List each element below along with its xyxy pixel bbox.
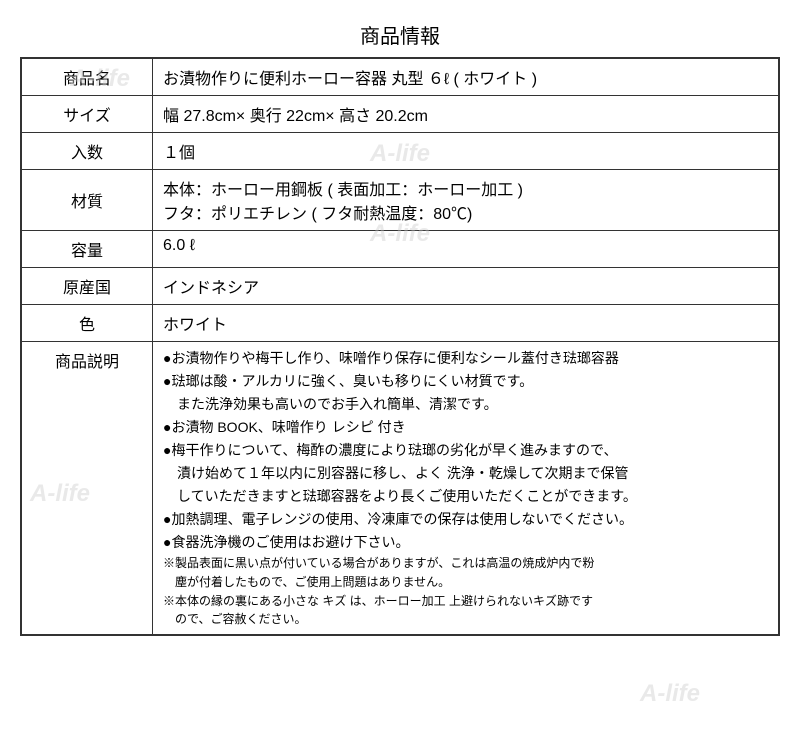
label-name: 商品名 (21, 58, 153, 96)
watermark: A-life (640, 680, 700, 708)
label-color: 色 (21, 305, 153, 342)
desc-bullet: ●お漬物作りや梅干し作り、味噌作り保存に便利なシール蓋付き琺瑯容器 (163, 348, 768, 369)
table-row: 材質 本体：ホーロー用鋼板 ( 表面加工：ホーロー加工 ) フタ：ポリエチレン … (21, 170, 779, 231)
label-description: 商品説明 (21, 342, 153, 636)
value-capacity: 6.0 ℓ (153, 231, 780, 268)
label-material: 材質 (21, 170, 153, 231)
table-row: 入数 １個 (21, 133, 779, 170)
desc-note: 塵が付着したもので、ご使用上問題はありません。 (163, 574, 768, 591)
desc-note: ※本体の縁の裏にある小さな キズ は、ホーロー加工 上避けられないキズ跡です (163, 593, 768, 610)
label-capacity: 容量 (21, 231, 153, 268)
material-line2: フタ：ポリエチレン ( フタ耐熱温度：80℃) (163, 200, 768, 224)
value-color: ホワイト (153, 305, 780, 342)
desc-note: ※製品表面に黒い点が付いている場合がありますが、これは高温の焼成炉内で粉 (163, 555, 768, 572)
table-row: 商品名 お漬物作りに便利ホーロー容器 丸型 ６ℓ ( ホワイト ) (21, 58, 779, 96)
desc-bullet: していただきますと琺瑯容器をより長くご使用いただくことができます。 (163, 486, 768, 507)
product-info-table: 商品名 お漬物作りに便利ホーロー容器 丸型 ６ℓ ( ホワイト ) サイズ 幅 … (20, 57, 780, 636)
table-row: サイズ 幅 27.8cm× 奥行 22cm× 高さ 20.2cm (21, 96, 779, 133)
desc-bullet: ●琺瑯は酸・アルカリに強く、臭いも移りにくい材質です。 (163, 371, 768, 392)
value-size: 幅 27.8cm× 奥行 22cm× 高さ 20.2cm (153, 96, 780, 133)
material-line1: 本体：ホーロー用鋼板 ( 表面加工：ホーロー加工 ) (163, 176, 768, 200)
desc-bullet: ●お漬物 BOOK、味噌作り レシピ 付き (163, 417, 768, 438)
table-row: 容量 6.0 ℓ (21, 231, 779, 268)
label-origin: 原産国 (21, 268, 153, 305)
label-quantity: 入数 (21, 133, 153, 170)
page-title: 商品情報 (20, 20, 780, 49)
desc-bullet: ●食器洗浄機のご使用はお避け下さい。 (163, 532, 768, 553)
desc-note: ので、ご容赦ください。 (163, 611, 768, 628)
value-material: 本体：ホーロー用鋼板 ( 表面加工：ホーロー加工 ) フタ：ポリエチレン ( フ… (153, 170, 780, 231)
desc-bullet: ●梅干作りについて、梅酢の濃度により琺瑯の劣化が早く進みますので、 (163, 440, 768, 461)
desc-bullet: また洗浄効果も高いのでお手入れ簡単、清潔です。 (163, 394, 768, 415)
value-name: お漬物作りに便利ホーロー容器 丸型 ６ℓ ( ホワイト ) (153, 58, 780, 96)
value-description: ●お漬物作りや梅干し作り、味噌作り保存に便利なシール蓋付き琺瑯容器 ●琺瑯は酸・… (153, 342, 780, 636)
value-quantity: １個 (153, 133, 780, 170)
value-origin: インドネシア (153, 268, 780, 305)
desc-bullet: 漬け始めて１年以内に別容器に移し、よく 洗浄・乾燥して次期まで保管 (163, 463, 768, 484)
table-row: 色 ホワイト (21, 305, 779, 342)
label-size: サイズ (21, 96, 153, 133)
table-row: 商品説明 ●お漬物作りや梅干し作り、味噌作り保存に便利なシール蓋付き琺瑯容器 ●… (21, 342, 779, 636)
table-row: 原産国 インドネシア (21, 268, 779, 305)
desc-bullet: ●加熱調理、電子レンジの使用、冷凍庫での保存は使用しないでください。 (163, 509, 768, 530)
